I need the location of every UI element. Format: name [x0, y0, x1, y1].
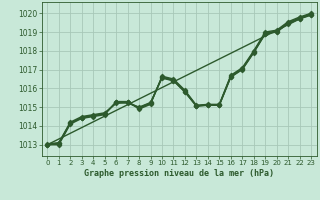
X-axis label: Graphe pression niveau de la mer (hPa): Graphe pression niveau de la mer (hPa) — [84, 169, 274, 178]
